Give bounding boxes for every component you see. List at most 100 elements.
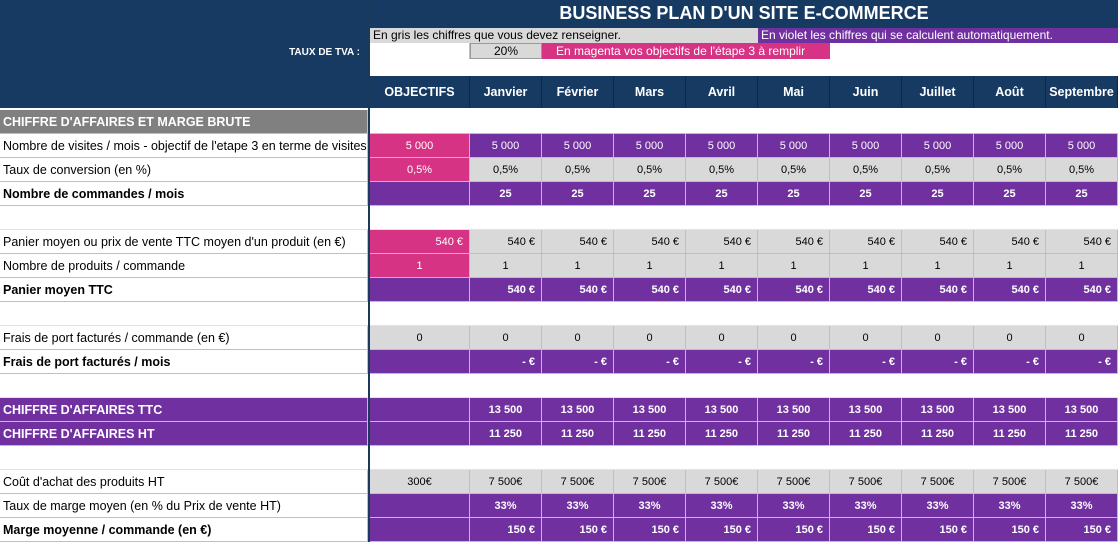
objective-cell[interactable]: 540 € bbox=[370, 230, 470, 254]
month-cell[interactable]: 0 bbox=[974, 326, 1046, 350]
month-cell[interactable]: 7 500€ bbox=[686, 470, 758, 494]
month-cell: 33% bbox=[902, 494, 974, 518]
month-cell: - € bbox=[614, 350, 686, 374]
tva-value[interactable]: 20% bbox=[470, 43, 542, 59]
month-cell: 11 250 bbox=[614, 422, 686, 446]
column-header-month: Mars bbox=[614, 76, 686, 108]
month-cell[interactable]: 540 € bbox=[614, 230, 686, 254]
month-cell[interactable]: 0,5% bbox=[902, 158, 974, 182]
month-cell: 25 bbox=[542, 182, 614, 206]
month-cell: 5 000 bbox=[470, 134, 542, 158]
objective-cell[interactable]: 1 bbox=[370, 254, 470, 278]
month-cell: 13 500 bbox=[758, 398, 830, 422]
spacer-row bbox=[0, 206, 1118, 230]
objective-cell[interactable]: 300€ bbox=[370, 470, 470, 494]
month-cell[interactable]: 540 € bbox=[686, 230, 758, 254]
month-cell: 13 500 bbox=[974, 398, 1046, 422]
month-cell: 13 500 bbox=[1046, 398, 1118, 422]
month-cell[interactable]: 1 bbox=[758, 254, 830, 278]
month-cell[interactable]: 0,5% bbox=[758, 158, 830, 182]
header-bar bbox=[0, 0, 1118, 28]
month-cell[interactable]: 7 500€ bbox=[758, 470, 830, 494]
month-cell[interactable]: 7 500€ bbox=[542, 470, 614, 494]
month-cell: 540 € bbox=[686, 278, 758, 302]
month-cell[interactable]: 540 € bbox=[542, 230, 614, 254]
month-cell[interactable]: 0,5% bbox=[470, 158, 542, 182]
month-cell: 150 € bbox=[542, 518, 614, 542]
month-cell[interactable]: 0 bbox=[470, 326, 542, 350]
month-cell: 33% bbox=[470, 494, 542, 518]
month-cell[interactable]: 540 € bbox=[830, 230, 902, 254]
row-label: CHIFFRE D'AFFAIRES HT bbox=[0, 422, 368, 446]
month-cell[interactable]: 1 bbox=[830, 254, 902, 278]
month-cell[interactable]: 0 bbox=[1046, 326, 1118, 350]
month-cell[interactable]: 0,5% bbox=[614, 158, 686, 182]
header-gap bbox=[370, 59, 1118, 76]
month-cell: 13 500 bbox=[902, 398, 974, 422]
column-header-month: Août bbox=[974, 76, 1046, 108]
row-label: Frais de port facturés / commande (en €) bbox=[0, 326, 368, 350]
row-label: Taux de conversion (en %) bbox=[0, 158, 368, 182]
month-cell: 33% bbox=[974, 494, 1046, 518]
month-cell: 540 € bbox=[758, 278, 830, 302]
month-cell[interactable]: 0 bbox=[758, 326, 830, 350]
month-cell: - € bbox=[1046, 350, 1118, 374]
month-cell: 33% bbox=[686, 494, 758, 518]
month-cell[interactable]: 1 bbox=[974, 254, 1046, 278]
month-cell[interactable]: 1 bbox=[542, 254, 614, 278]
month-cell[interactable]: 540 € bbox=[974, 230, 1046, 254]
month-cell[interactable]: 1 bbox=[1046, 254, 1118, 278]
month-cell[interactable]: 0 bbox=[542, 326, 614, 350]
month-cell[interactable]: 7 500€ bbox=[1046, 470, 1118, 494]
month-cell: 33% bbox=[1046, 494, 1118, 518]
month-cell: - € bbox=[542, 350, 614, 374]
month-cell[interactable]: 0,5% bbox=[1046, 158, 1118, 182]
tva-spacer bbox=[370, 43, 470, 59]
month-cell[interactable]: 540 € bbox=[902, 230, 974, 254]
month-cell: 25 bbox=[974, 182, 1046, 206]
month-cell[interactable]: 0,5% bbox=[542, 158, 614, 182]
month-cell[interactable]: 1 bbox=[686, 254, 758, 278]
month-cell: 150 € bbox=[470, 518, 542, 542]
month-cell: 13 500 bbox=[470, 398, 542, 422]
month-cell[interactable]: 7 500€ bbox=[614, 470, 686, 494]
month-cell: - € bbox=[830, 350, 902, 374]
month-cell[interactable]: 540 € bbox=[758, 230, 830, 254]
month-cell[interactable]: 1 bbox=[614, 254, 686, 278]
month-cell: 150 € bbox=[686, 518, 758, 542]
month-cell[interactable]: 7 500€ bbox=[902, 470, 974, 494]
month-cell: 150 € bbox=[758, 518, 830, 542]
month-cell[interactable]: 7 500€ bbox=[470, 470, 542, 494]
objective-cell[interactable]: 0,5% bbox=[370, 158, 470, 182]
month-cell[interactable]: 540 € bbox=[1046, 230, 1118, 254]
month-cell: - € bbox=[974, 350, 1046, 374]
month-cell[interactable]: 7 500€ bbox=[830, 470, 902, 494]
month-cell: 25 bbox=[902, 182, 974, 206]
month-cell[interactable]: 0,5% bbox=[686, 158, 758, 182]
month-cell: 33% bbox=[758, 494, 830, 518]
month-cell[interactable]: 0 bbox=[902, 326, 974, 350]
month-cell: 11 250 bbox=[974, 422, 1046, 446]
month-cell: 25 bbox=[686, 182, 758, 206]
month-cell[interactable]: 0 bbox=[614, 326, 686, 350]
row-label: Marge moyenne / commande (en €) bbox=[0, 518, 368, 542]
month-cell: 25 bbox=[614, 182, 686, 206]
month-cell[interactable]: 7 500€ bbox=[974, 470, 1046, 494]
month-cell[interactable]: 0 bbox=[830, 326, 902, 350]
month-cell[interactable]: 0,5% bbox=[974, 158, 1046, 182]
month-cell[interactable]: 1 bbox=[470, 254, 542, 278]
month-cell: 5 000 bbox=[542, 134, 614, 158]
month-cell: 33% bbox=[830, 494, 902, 518]
month-cell[interactable]: 0 bbox=[686, 326, 758, 350]
month-cell: 25 bbox=[1046, 182, 1118, 206]
month-cell[interactable]: 0,5% bbox=[830, 158, 902, 182]
month-cell[interactable]: 540 € bbox=[470, 230, 542, 254]
month-cell[interactable]: 1 bbox=[902, 254, 974, 278]
month-cell: 150 € bbox=[830, 518, 902, 542]
legend-spacer bbox=[830, 43, 1118, 59]
row-label: Panier moyen ou prix de vente TTC moyen … bbox=[0, 230, 368, 254]
objective-cell[interactable]: 5 000 bbox=[370, 134, 470, 158]
month-cell: 13 500 bbox=[686, 398, 758, 422]
month-cell: - € bbox=[758, 350, 830, 374]
objective-cell[interactable]: 0 bbox=[370, 326, 470, 350]
